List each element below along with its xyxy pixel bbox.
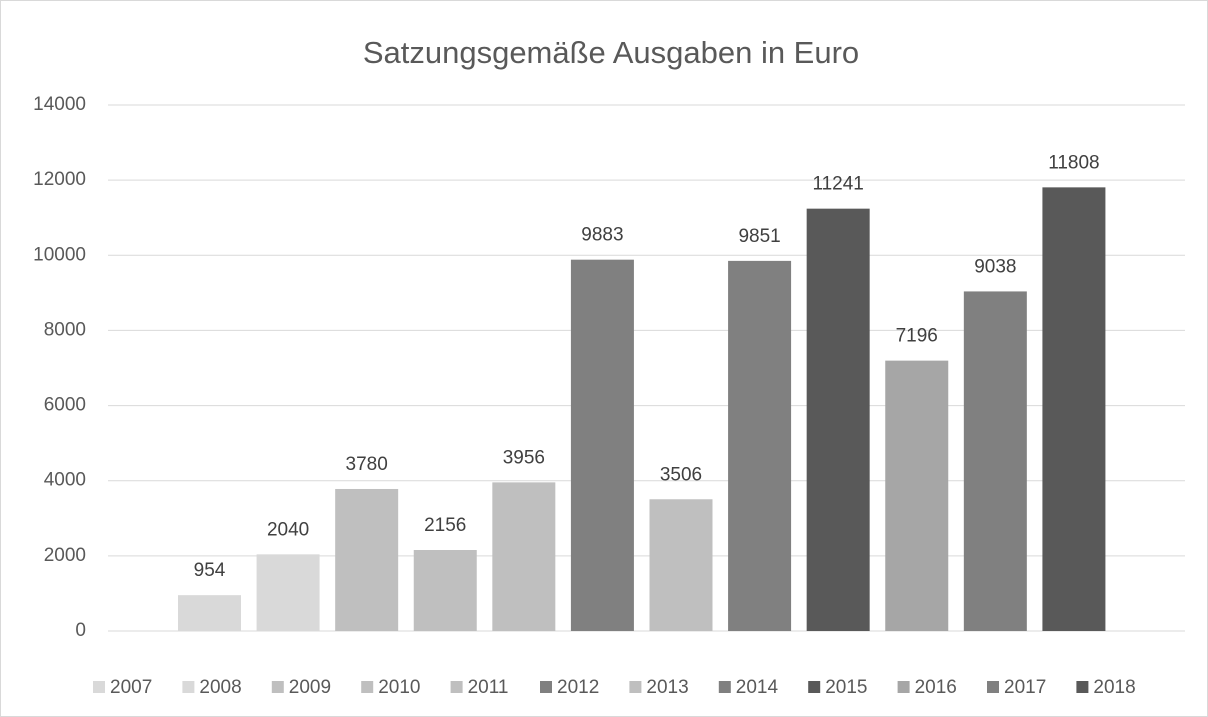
data-label: 7196 [896, 326, 938, 347]
legend-label: 2014 [736, 677, 779, 698]
bar [413, 549, 477, 631]
legend-swatch [897, 681, 910, 693]
bar [885, 360, 949, 631]
y-tick-label: 8000 [44, 319, 86, 340]
y-tick-label: 0 [75, 620, 86, 641]
bar [256, 554, 320, 631]
y-tick-label: 2000 [44, 545, 86, 566]
chart-title: Satzungsgemäße Ausgaben in Euro [363, 35, 859, 70]
y-tick-label: 14000 [33, 94, 86, 115]
legend-label: 2008 [199, 677, 241, 698]
bar [570, 259, 634, 631]
data-label: 9038 [974, 256, 1016, 277]
data-label: 9851 [738, 226, 780, 247]
legend-label: 2009 [289, 677, 331, 698]
y-tick-label: 4000 [44, 470, 86, 491]
legend-label: 2010 [378, 677, 420, 698]
y-tick-label: 6000 [44, 395, 86, 416]
y-tick-label: 10000 [33, 244, 86, 265]
data-label: 3956 [503, 447, 545, 468]
data-label: 954 [194, 560, 226, 581]
legend-label: 2017 [1004, 677, 1046, 698]
bar [492, 482, 556, 631]
bar [806, 208, 870, 631]
legend-swatch [808, 681, 821, 693]
data-label: 2156 [424, 515, 466, 536]
bar [649, 499, 713, 631]
legend-label: 2007 [110, 677, 152, 698]
bar [1042, 187, 1106, 631]
legend-label: 2012 [557, 677, 599, 698]
legend-swatch [271, 681, 284, 693]
legend-label: 2015 [825, 677, 867, 698]
bar [335, 488, 399, 631]
bar [963, 291, 1027, 631]
legend-swatch [718, 681, 731, 693]
data-label: 3780 [346, 454, 388, 475]
legend-label: 2013 [646, 677, 688, 698]
legend-label: 2011 [468, 677, 509, 698]
data-label: 2040 [267, 519, 309, 540]
data-label: 11808 [1048, 152, 1099, 173]
legend-swatch [629, 681, 642, 693]
legend-swatch [450, 681, 463, 693]
legend-swatch [93, 681, 105, 693]
legend-label: 2018 [1093, 677, 1135, 698]
data-label: 11241 [812, 174, 863, 195]
legend-swatch [182, 681, 195, 693]
legend-swatch [987, 681, 999, 693]
legend-swatch [540, 681, 552, 693]
data-label: 9883 [581, 225, 623, 246]
legend-swatch [1076, 681, 1089, 693]
legend-label: 2016 [915, 677, 957, 698]
bar [728, 260, 792, 631]
data-label: 3506 [660, 464, 702, 485]
legend-swatch [361, 681, 374, 693]
y-tick-label: 12000 [33, 169, 86, 190]
bar [178, 595, 241, 631]
